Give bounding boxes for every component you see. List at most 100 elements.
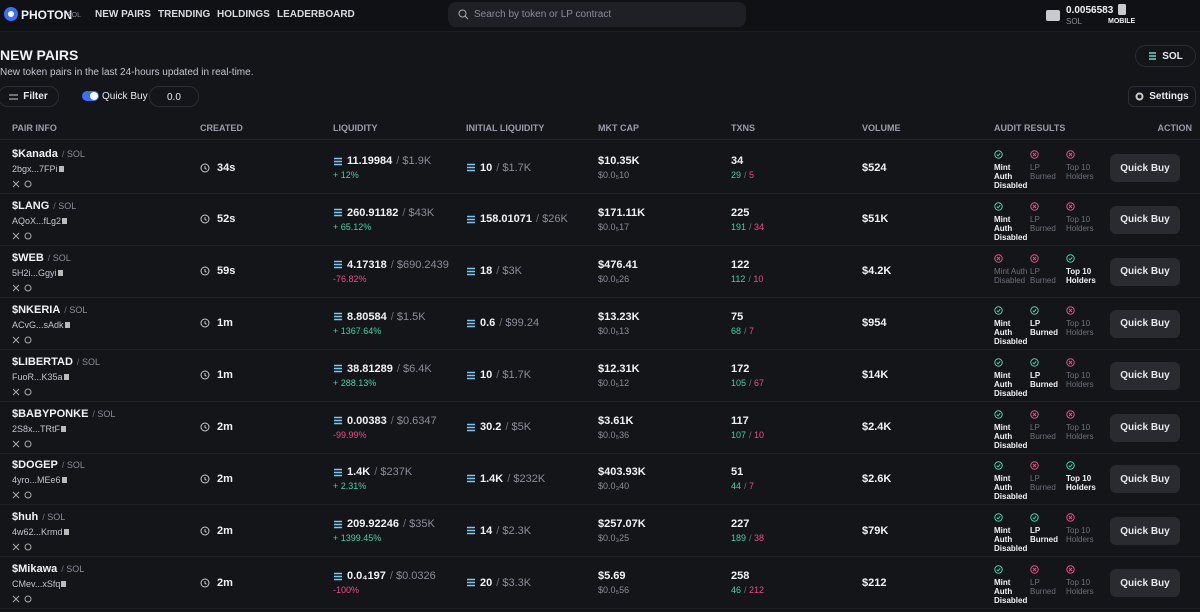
sells: 7 [744,326,754,336]
nav-item[interactable]: HOLDINGS [217,9,270,20]
address-line: 5H2i...Ggyi [12,267,71,279]
audit-label: LP Burned [1030,422,1056,441]
sells: 7 [744,481,754,491]
clock-icon [200,318,210,328]
settings-button[interactable]: Settings [1128,86,1196,107]
quick-buy-button[interactable]: Quick Buy [1110,154,1180,182]
created-cell: 2m [200,505,233,556]
liquidity-change: + 12% [333,170,359,180]
liquidity-change: + 2.31% [333,481,367,492]
audit-pass-icon [994,305,1028,315]
filter-button[interactable]: Filter [0,86,59,107]
sol-icon-svg [467,267,475,276]
buys-sells: 10567 [731,378,764,388]
token-address: AQoX...fLg2 [12,215,62,226]
social-icon-svg [24,284,32,292]
copy-icon-svg [63,529,69,536]
initial-usd: $1.7K [496,162,531,174]
sol-icon-svg [467,371,475,379]
social-icon-svg [12,595,20,603]
quote: SOL [61,564,84,574]
mobile-icon[interactable] [1117,3,1127,16]
audit-item: Top 10 Holders [1066,513,1100,544]
quick-buy-input[interactable]: 0.0 [149,86,199,107]
liquidity-sol: 209.92246 [347,518,399,531]
nav-item[interactable]: NEW PAIRS [95,9,151,20]
social-icon-svg [12,388,20,396]
audit-fail-icon [994,254,1028,263]
chain-select[interactable]: SOL [1135,45,1196,67]
audit-label: Mint Auth Disabled [994,318,1028,346]
sol-icon [333,157,343,166]
audit-pass-icon [1066,254,1100,263]
social-icon [24,180,32,188]
social-icon-svg [12,544,20,551]
audit-item: Mint Auth Disabled [994,565,1028,605]
audit-item: LP Burned [1030,150,1064,181]
quick-buy-button[interactable]: Quick Buy [1110,465,1180,494]
liquidity-line: 0.00383 $0.6347 [333,415,437,427]
audit-label: Mint Auth Disabled [994,474,1028,502]
mkt-cap-cell: $10.35K $0.0₅10 [598,142,640,193]
search-box[interactable]: Search by token or LP contract [448,2,746,27]
audit-pass-icon [1066,461,1100,471]
audit-item: LP Burned [1030,513,1064,544]
quick-buy-button[interactable]: Quick Buy [1110,361,1180,390]
audit-label: Mint Auth Disabled [994,578,1028,606]
volume-cell: $51K [862,194,888,245]
mkt-cap: $257.07K [598,518,646,531]
social-icon [12,180,20,188]
sol-icon [466,423,476,432]
sol-icon [466,319,476,328]
sol-icon [333,364,343,373]
quick-buy-button[interactable]: Quick Buy [1110,413,1180,442]
sol-icon [333,260,343,269]
column-header: INITIAL LIQUIDITY [466,123,545,133]
audit-fail-icon [1066,409,1100,419]
audit-pass-icon-svg [994,513,1003,522]
txns: 75 [731,310,744,323]
nav-item[interactable]: TRENDING [158,9,211,20]
quick-buy-button[interactable]: Quick Buy [1110,569,1180,598]
txns-cell: 51 447 [731,453,754,504]
sol-icon [333,312,343,321]
nav-item[interactable]: LEADERBOARD [277,9,355,20]
liquidity-cell: 0.00383 $0.6347 -99.99% [333,402,437,453]
buys: 68 [731,325,742,336]
wallet-icon[interactable] [1045,8,1061,22]
sol-icon [466,163,476,172]
copy-icon-svg [61,581,67,588]
quick-buy-button[interactable]: Quick Buy [1110,517,1180,546]
top-nav: PHOTON SOL NEW PAIRS TRENDING HOLDINGS L… [0,0,1200,32]
buys: 29 [731,170,742,180]
quick-buy-button[interactable]: Quick Buy [1110,205,1180,234]
liquidity-line: 8.80584 $1.5K [333,311,426,323]
quick-buy-toggle[interactable] [82,91,99,101]
copy-icon [63,373,71,381]
column-header[interactable]: CREATED [200,123,243,133]
quote: SOL [53,201,76,211]
audit-label: LP Burned [1030,163,1056,181]
txns: 225 [731,206,750,219]
sells: 212 [744,585,764,595]
buys: 44 [731,481,742,492]
copy-icon-svg [64,321,70,328]
token-symbol: $BABYPONKE [12,407,89,420]
created: 2m [217,576,233,589]
volume-cell: $954 [862,298,886,349]
column-header: VOLUME [862,123,901,133]
quick-buy-button[interactable]: Quick Buy [1110,309,1180,338]
audit-pass-icon [1030,305,1064,315]
quick-buy-button[interactable]: Quick Buy [1110,257,1180,286]
clock-icon [200,370,210,380]
copy-icon-svg [61,477,67,484]
clock-icon-svg [200,422,210,432]
audit-label: LP Burned [1030,266,1056,285]
audit-label: Mint Auth Disabled [994,266,1028,285]
copy-icon [58,165,66,173]
pair-line: $MikawaSOL [12,563,84,575]
audit-item: Top 10 Holders [1066,305,1100,337]
liquidity-line: 1.4K$237K [333,466,412,478]
pair-line: $Kanada SOL [12,148,85,160]
audit-label: Top 10 Holders [1066,163,1094,181]
